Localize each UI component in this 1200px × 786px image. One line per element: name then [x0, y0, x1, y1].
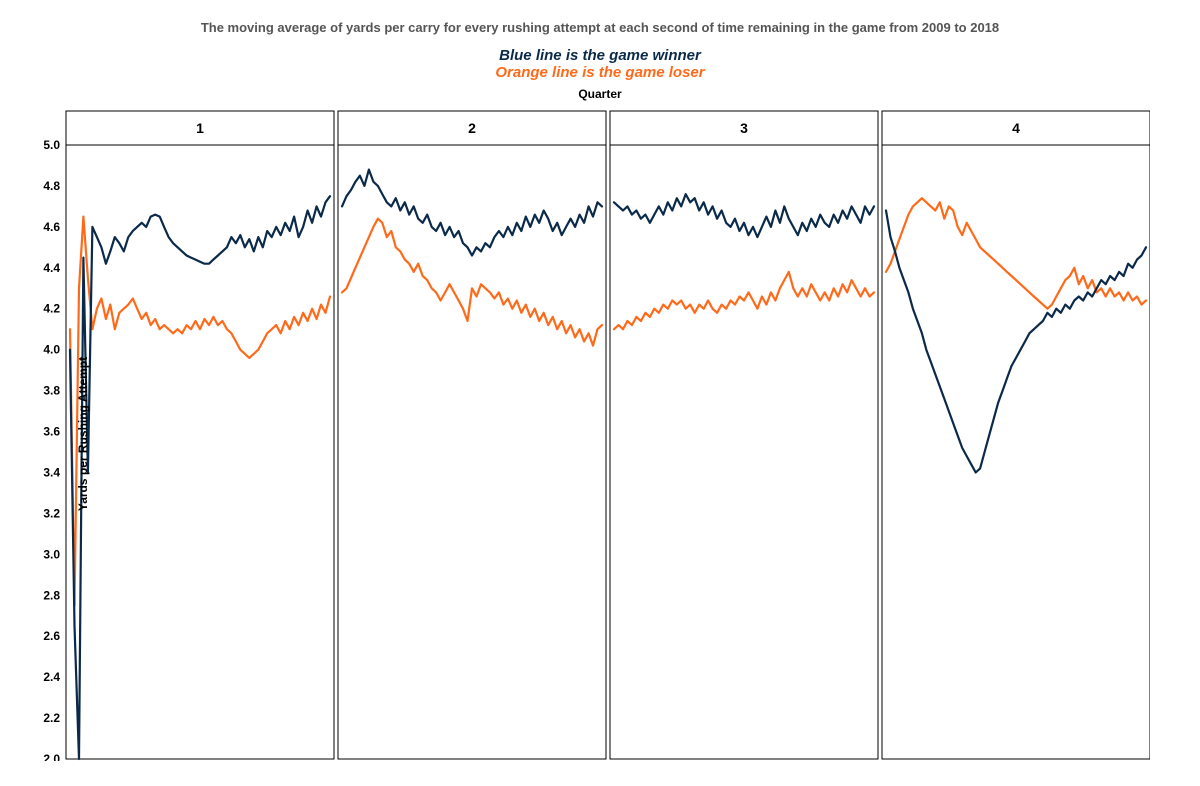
panel-label: 3 — [740, 120, 748, 136]
panel-label: 2 — [468, 120, 476, 136]
title-block: The moving average of yards per carry fo… — [20, 20, 1180, 101]
panel-plot-box — [66, 145, 334, 759]
winner-line — [70, 196, 330, 759]
y-tick-label: 3.8 — [43, 384, 60, 398]
loser-line — [886, 198, 1146, 309]
loser-line — [614, 272, 874, 329]
y-tick-label: 2.2 — [43, 711, 60, 725]
subtitle-winner: Blue line is the game winner — [20, 47, 1180, 64]
panel-label: 1 — [196, 120, 204, 136]
y-tick-label: 4.4 — [43, 261, 60, 275]
y-tick-label: 4.2 — [43, 302, 60, 316]
y-tick-label: 3.4 — [43, 465, 60, 479]
y-tick-label: 4.8 — [43, 179, 60, 193]
panel-label: 4 — [1012, 120, 1020, 136]
panel-plot-box — [338, 145, 606, 759]
y-tick-label: 2.0 — [43, 752, 60, 761]
winner-line — [614, 194, 874, 237]
winner-line — [342, 170, 602, 256]
y-tick-label: 3.0 — [43, 547, 60, 561]
y-tick-label: 3.6 — [43, 425, 60, 439]
plot-area: Yards per Rushing Attempt 2.02.22.42.62.… — [20, 101, 1180, 766]
y-tick-label: 2.4 — [43, 670, 60, 684]
loser-line — [342, 219, 602, 346]
y-tick-label: 4.6 — [43, 220, 60, 234]
chart-title: The moving average of yards per carry fo… — [20, 20, 1180, 35]
loser-line — [70, 217, 330, 606]
y-tick-label: 3.2 — [43, 506, 60, 520]
axis-top-label: Quarter — [20, 87, 1180, 101]
y-tick-label: 5.0 — [43, 138, 60, 152]
winner-line — [886, 211, 1146, 473]
chart-svg: 2.0 2.2 2.4 2.6 2.8 3.0 3.2 3.4 3.6 3.8 4.0 4.2 4.4 4… — [20, 101, 1150, 761]
subtitle-loser: Orange line is the game loser — [20, 64, 1180, 81]
y-tick-label: 2.8 — [43, 588, 60, 602]
chart-container: The moving average of yards per carry fo… — [20, 20, 1180, 766]
panel-plot-box — [610, 145, 878, 759]
y-tick-label: 4.0 — [43, 343, 60, 357]
panel-plot-box — [882, 145, 1150, 759]
y-tick-label: 2.6 — [43, 629, 60, 643]
y-axis-label: Yards per Rushing Attempt — [76, 356, 90, 510]
